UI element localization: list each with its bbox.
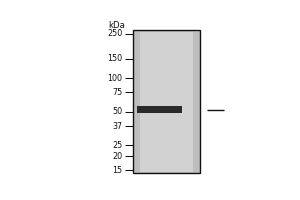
Text: 15: 15 bbox=[112, 166, 122, 175]
Text: 100: 100 bbox=[107, 74, 122, 83]
Bar bbox=[133, 30, 200, 173]
Text: 75: 75 bbox=[112, 88, 122, 97]
Text: 250: 250 bbox=[107, 29, 122, 38]
Text: 25: 25 bbox=[112, 141, 122, 150]
Text: 20: 20 bbox=[112, 152, 122, 161]
Text: 50: 50 bbox=[112, 107, 122, 116]
Text: 37: 37 bbox=[112, 122, 122, 131]
Text: kDa: kDa bbox=[108, 21, 125, 30]
Bar bbox=[140, 32, 193, 172]
Text: 150: 150 bbox=[107, 54, 122, 63]
Bar bbox=[137, 106, 182, 113]
